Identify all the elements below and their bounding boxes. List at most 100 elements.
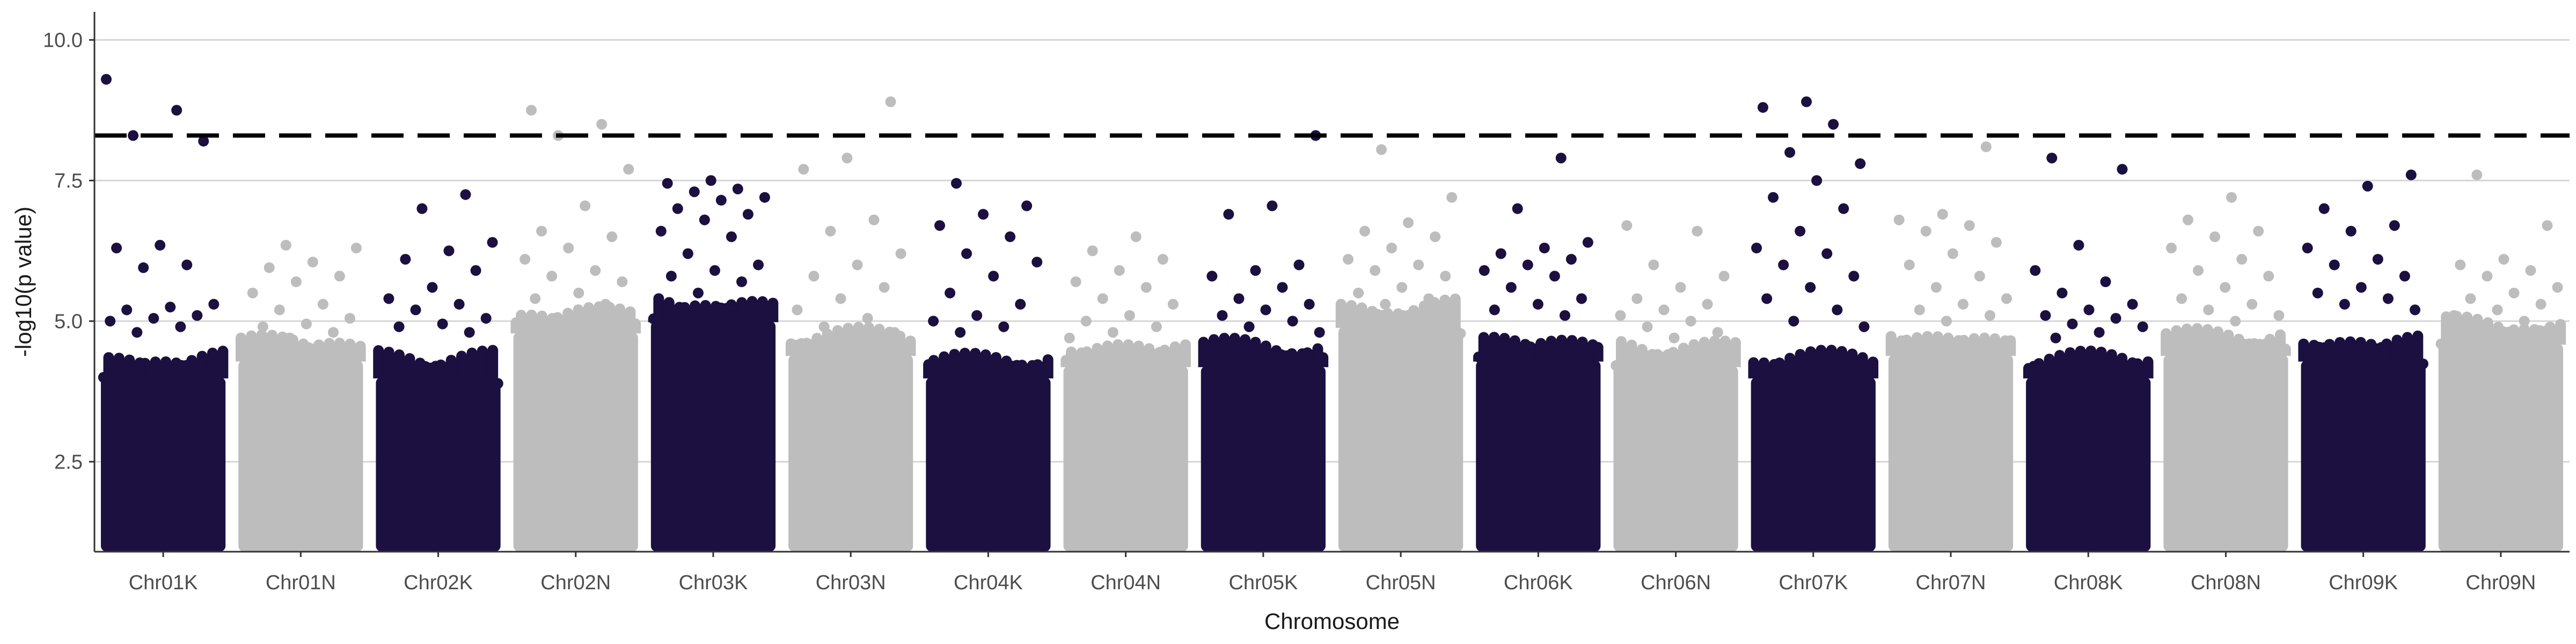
data-point bbox=[573, 287, 584, 298]
cloud-edge-fill bbox=[2192, 328, 2203, 356]
data-point bbox=[530, 293, 541, 304]
data-point bbox=[2067, 318, 2078, 330]
y-axis-title: -log10(p value) bbox=[11, 207, 36, 357]
data-point bbox=[1080, 316, 1092, 327]
cloud-edge-fill bbox=[256, 334, 267, 362]
cloud-edge-fill bbox=[1816, 350, 1827, 379]
data-point bbox=[2498, 254, 2509, 265]
cloud-edge-fill bbox=[1868, 362, 1879, 379]
data-point bbox=[1930, 282, 1942, 293]
cloud-edge-fill bbox=[1229, 338, 1240, 368]
data-point bbox=[460, 189, 471, 200]
data-point bbox=[1423, 293, 1435, 304]
data-point bbox=[590, 265, 601, 276]
data-point bbox=[1811, 175, 1823, 186]
grid-lines bbox=[94, 39, 2570, 463]
data-point bbox=[1702, 298, 1713, 310]
data-point bbox=[2519, 316, 2530, 327]
data-point bbox=[951, 178, 962, 189]
data-point bbox=[443, 245, 455, 257]
data-point bbox=[1446, 192, 1458, 203]
data-point bbox=[1532, 298, 1543, 310]
data-point bbox=[852, 259, 863, 270]
cloud-edge-point bbox=[2456, 343, 2468, 355]
data-point bbox=[1440, 270, 1451, 282]
x-tick-label: Chr01K bbox=[129, 572, 198, 594]
point-cloud-Chr09K bbox=[2301, 360, 2426, 552]
cloud-edge-fill bbox=[2555, 324, 2566, 345]
data-point bbox=[709, 265, 720, 276]
data-point bbox=[1985, 310, 1996, 321]
data-point bbox=[600, 298, 611, 310]
data-point bbox=[1937, 209, 1948, 220]
data-point bbox=[416, 203, 428, 214]
data-point bbox=[879, 282, 890, 293]
data-point bbox=[280, 239, 291, 251]
data-point bbox=[2318, 203, 2330, 214]
point-cloud-Chr04K bbox=[926, 377, 1051, 552]
cloud-edge-fill bbox=[1219, 338, 1230, 368]
data-point bbox=[596, 119, 608, 130]
data-point bbox=[1223, 209, 1234, 220]
cloud-edge-fill bbox=[2065, 353, 2076, 379]
cloud-edge-fill bbox=[905, 341, 916, 356]
data-point bbox=[1124, 310, 1135, 321]
data-point bbox=[274, 304, 285, 316]
data-point bbox=[1838, 203, 1849, 214]
data-point bbox=[1957, 298, 1968, 310]
cloud-edge-fill bbox=[853, 327, 864, 356]
data-point bbox=[2471, 169, 2483, 180]
cloud-edge-fill bbox=[477, 350, 488, 379]
data-point bbox=[835, 293, 846, 304]
x-tick-label: Chr08N bbox=[2191, 572, 2261, 594]
data-point bbox=[1304, 298, 1315, 310]
data-point bbox=[175, 321, 186, 332]
data-point bbox=[1768, 192, 1779, 203]
cloud-edge-point bbox=[492, 378, 503, 389]
x-tick-label: Chr04N bbox=[1091, 572, 1161, 594]
data-point bbox=[885, 96, 896, 107]
data-point bbox=[264, 262, 275, 273]
cloud-edge-point bbox=[1445, 326, 1456, 337]
data-point bbox=[393, 321, 405, 332]
data-point bbox=[617, 276, 628, 287]
data-point bbox=[1250, 265, 1261, 276]
cloud-edge-point bbox=[2186, 356, 2198, 367]
data-point bbox=[889, 327, 900, 338]
cloud-edge-fill bbox=[767, 303, 779, 323]
data-point bbox=[247, 287, 258, 298]
data-point bbox=[971, 310, 983, 321]
data-point bbox=[2137, 321, 2148, 332]
data-point bbox=[1151, 321, 1162, 332]
data-point bbox=[1495, 248, 1506, 259]
data-point bbox=[1260, 304, 1271, 316]
data-point bbox=[350, 243, 362, 254]
y-tick-label: 2.5 bbox=[54, 451, 83, 473]
x-tick-labels: Chr01K Chr01N Chr02K Chr02N Chr03K Chr03N Chr0… bbox=[129, 552, 2536, 594]
data-point bbox=[1559, 310, 1570, 321]
data-point bbox=[1947, 248, 1958, 259]
x-axis-title: Chromosome bbox=[1264, 609, 1400, 634]
cloud-edge-fill bbox=[949, 354, 960, 379]
cloud-edge-fill bbox=[2171, 330, 2182, 356]
cloud-edge-fill bbox=[2402, 337, 2413, 362]
data-point bbox=[2455, 259, 2466, 270]
data-point bbox=[818, 321, 830, 332]
data-point bbox=[1751, 243, 1762, 254]
cloud-edge-fill bbox=[2280, 349, 2291, 356]
point-cloud-Chr07N bbox=[1888, 355, 2014, 552]
cloud-edge-fill bbox=[1805, 352, 1816, 379]
data-point bbox=[928, 316, 939, 327]
data-point bbox=[2100, 276, 2111, 287]
data-point bbox=[798, 164, 809, 175]
data-point bbox=[1964, 220, 1975, 231]
data-point bbox=[345, 313, 356, 324]
x-tick-label: Chr07N bbox=[1916, 572, 1986, 594]
data-point bbox=[208, 298, 219, 310]
cloud-edge-fill bbox=[1730, 342, 1741, 368]
data-point bbox=[1489, 304, 1500, 316]
cloud-edge-point bbox=[1714, 364, 1725, 376]
data-point bbox=[536, 225, 547, 237]
data-point bbox=[198, 136, 209, 147]
data-point bbox=[2535, 298, 2546, 310]
